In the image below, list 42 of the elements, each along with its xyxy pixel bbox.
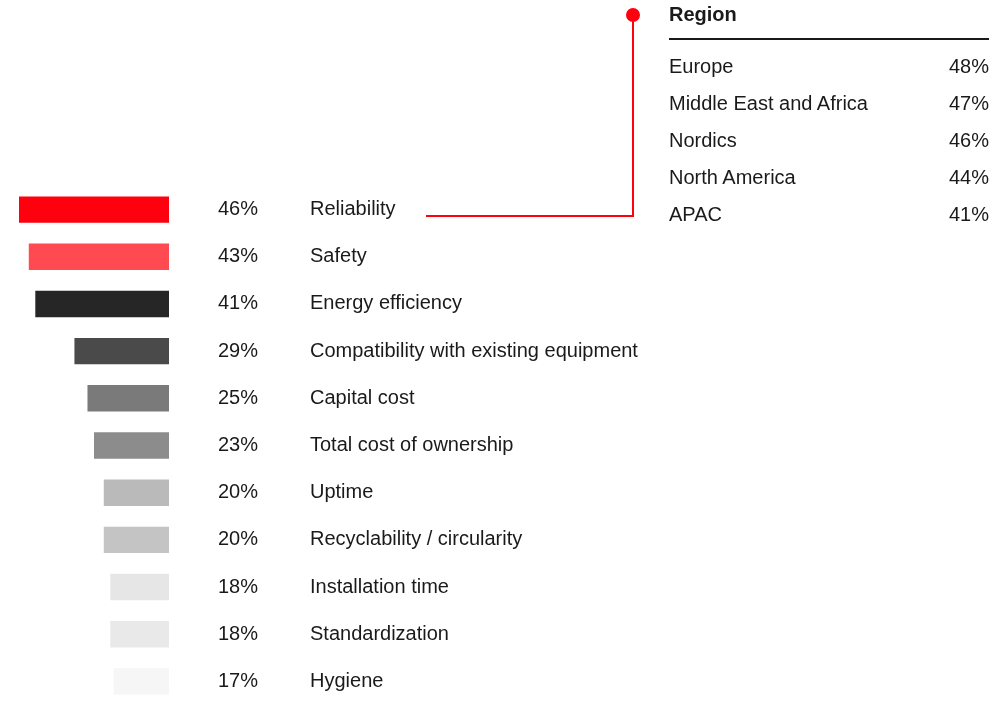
text: 48%: [948, 54, 989, 79]
text: Region: [669, 2, 738, 27]
data-label: 43%: [218, 244, 259, 267]
bar: [94, 432, 169, 459]
text: 44%: [948, 165, 989, 190]
y-tick-label: Total cost of ownership: [310, 433, 514, 456]
text: Middle East and Africa: [669, 91, 868, 116]
text: Nordics: [669, 128, 737, 153]
y-tick-label: Uptime: [310, 480, 374, 503]
y-tick-label: Standardization: [310, 621, 449, 644]
bar: [103, 479, 169, 506]
data-label: 23%: [218, 433, 259, 456]
y-tick-label: Safety: [310, 244, 367, 267]
text: North America: [669, 165, 796, 190]
y-tick-label: Hygiene: [310, 668, 384, 691]
text: APAC: [669, 202, 722, 227]
y-tick-label: Recyclability / circularity: [310, 527, 523, 550]
bar: [74, 337, 169, 365]
text: Europe: [669, 54, 734, 79]
data-label: 17%: [218, 668, 259, 691]
data-label: 20%: [218, 480, 259, 503]
y-tick-label: Energy efficiency: [310, 291, 462, 314]
text: 41%: [948, 202, 989, 227]
bar: [28, 243, 169, 270]
bar: [19, 196, 169, 223]
data-label: 46%: [218, 197, 259, 220]
y-tick-label: Installation time: [310, 574, 449, 597]
text: 46%: [948, 128, 989, 153]
bar: [87, 385, 169, 412]
bar: [110, 573, 169, 601]
data-label: 18%: [218, 621, 259, 644]
y-tick-label: Capital cost: [310, 385, 415, 408]
bar: [103, 526, 169, 554]
data-label: 29%: [218, 338, 259, 361]
data-label: 20%: [218, 527, 259, 550]
text: 47%: [948, 91, 989, 116]
y-tick-label: Reliability: [310, 197, 396, 220]
data-label: 25%: [218, 385, 259, 408]
bar: [35, 290, 169, 318]
y-tick-label: Compatibility with existing equipment: [310, 338, 639, 361]
data-label: 41%: [218, 291, 259, 314]
data-label: 18%: [218, 574, 259, 597]
